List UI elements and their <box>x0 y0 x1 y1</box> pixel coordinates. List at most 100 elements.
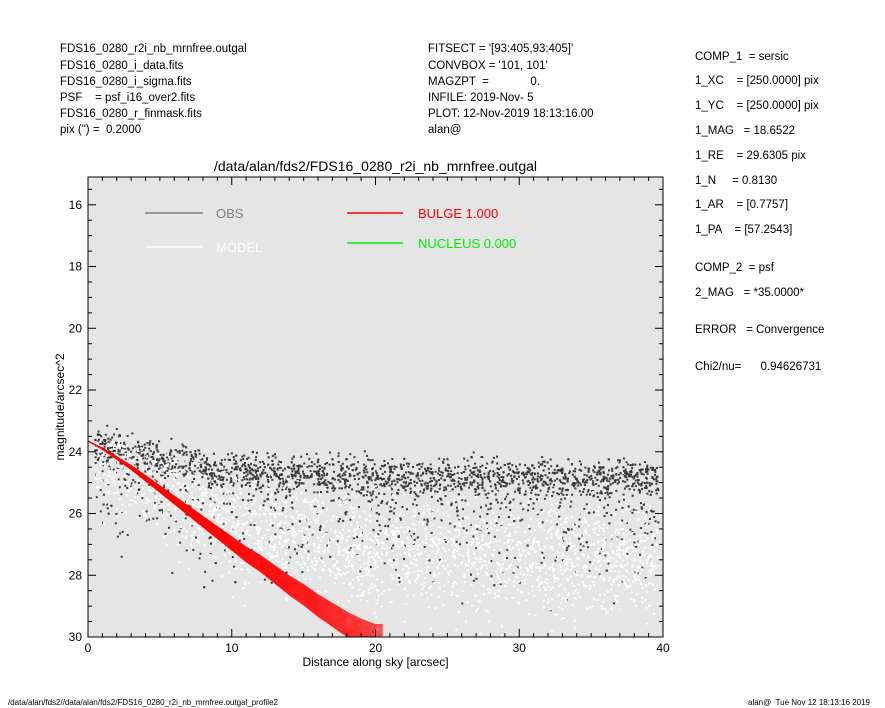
model-point <box>434 543 437 546</box>
obs-point <box>181 449 184 452</box>
model-point <box>593 552 596 555</box>
model-point <box>499 548 502 551</box>
model-point <box>268 523 271 526</box>
model-point <box>292 534 295 537</box>
obs-point <box>184 489 187 492</box>
model-point <box>164 454 167 457</box>
obs-point <box>450 504 453 507</box>
obs-point <box>182 473 185 476</box>
model-point <box>372 486 375 489</box>
obs-point <box>143 443 146 446</box>
model-point <box>244 582 247 585</box>
model-point <box>188 524 191 527</box>
obs-point <box>235 516 238 519</box>
obs-point <box>489 480 492 483</box>
obs-point <box>321 476 324 479</box>
model-point <box>510 554 513 557</box>
model-point <box>472 476 475 479</box>
model-point <box>467 554 470 557</box>
model-point <box>488 546 491 549</box>
obs-point <box>561 489 564 492</box>
obs-point <box>399 463 402 466</box>
obs-point <box>504 485 507 488</box>
model-point <box>231 516 234 519</box>
obs-point <box>507 473 510 476</box>
obs-point <box>549 478 552 481</box>
model-point <box>457 548 460 551</box>
model-point <box>176 538 179 541</box>
model-point <box>390 560 393 563</box>
model-point <box>100 479 103 482</box>
obs-point <box>218 470 221 473</box>
obs-point <box>476 473 479 476</box>
model-point <box>610 570 613 573</box>
obs-point <box>390 470 393 473</box>
model-point <box>213 541 216 544</box>
model-point <box>181 535 184 538</box>
obs-point <box>578 460 581 463</box>
model-point <box>443 590 446 593</box>
obs-point <box>399 518 402 521</box>
obs-point <box>266 452 269 455</box>
obs-point <box>529 481 532 484</box>
model-point <box>367 573 370 576</box>
obs-point <box>243 454 246 457</box>
model-point <box>604 607 607 610</box>
model-point <box>365 574 368 577</box>
obs-point <box>178 465 181 468</box>
obs-point <box>590 477 593 480</box>
model-point <box>374 485 377 488</box>
obs-point <box>417 495 420 498</box>
model-point <box>244 502 247 505</box>
obs-point <box>536 498 539 501</box>
model-point <box>353 507 356 510</box>
model-point <box>132 482 135 485</box>
model-point <box>257 526 260 529</box>
model-point <box>481 491 484 494</box>
model-point <box>530 530 533 533</box>
obs-point <box>552 486 555 489</box>
obs-point <box>175 520 178 523</box>
model-point <box>499 581 502 584</box>
model-point <box>585 532 588 535</box>
model-point <box>507 523 510 526</box>
obs-point <box>326 490 329 493</box>
model-point <box>437 548 440 551</box>
model-point <box>542 510 545 513</box>
model-point <box>575 573 578 576</box>
obs-point <box>112 468 115 471</box>
model-point <box>428 587 431 590</box>
obs-point <box>583 473 586 476</box>
model-point <box>584 518 587 521</box>
model-point <box>488 592 491 595</box>
model-point <box>590 544 593 547</box>
model-point <box>134 457 137 460</box>
model-point <box>238 488 241 491</box>
obs-point <box>581 479 584 482</box>
obs-point <box>543 460 546 463</box>
model-point <box>649 548 652 551</box>
obs-point <box>655 476 658 479</box>
model-point <box>608 560 611 563</box>
obs-point <box>607 562 610 565</box>
obs-point <box>242 532 245 535</box>
model-point <box>421 521 424 524</box>
model-point <box>622 549 625 552</box>
model-point <box>179 510 182 513</box>
obs-point <box>532 507 535 510</box>
obs-point <box>469 469 472 472</box>
model-point <box>260 547 263 550</box>
model-point <box>285 501 288 504</box>
model-point <box>531 547 534 550</box>
model-point <box>496 595 499 598</box>
model-point <box>200 473 203 476</box>
obs-point <box>529 498 532 501</box>
model-point <box>255 528 258 531</box>
model-point <box>211 512 214 515</box>
model-point <box>563 569 566 572</box>
model-point <box>135 491 138 494</box>
obs-point <box>328 451 331 454</box>
model-point <box>476 537 479 540</box>
obs-point <box>326 472 329 475</box>
obs-point <box>544 474 547 477</box>
